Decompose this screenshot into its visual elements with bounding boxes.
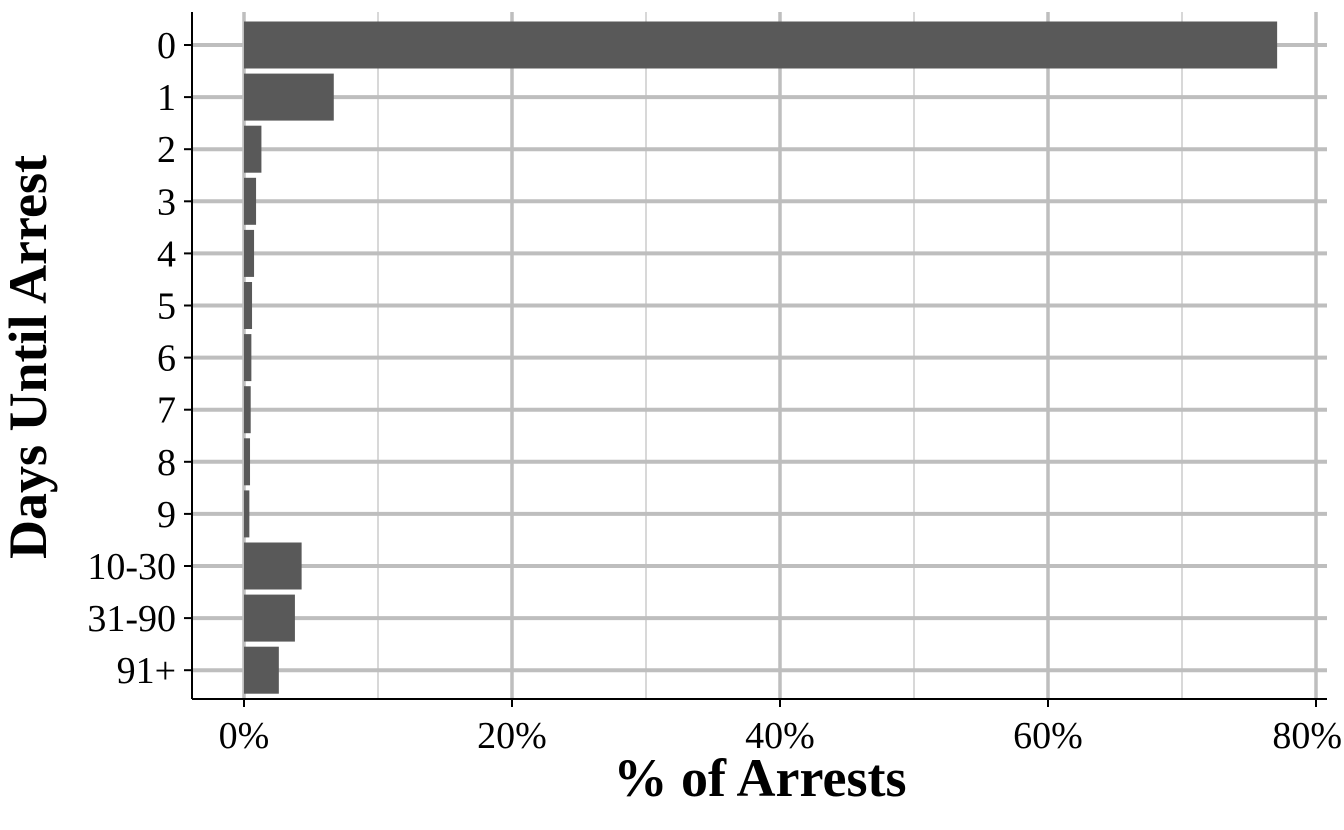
- bars: [244, 21, 1278, 694]
- x-axis-title: % of Arrests: [614, 748, 907, 808]
- x-tick-label: 40%: [745, 715, 815, 757]
- y-tick-labels: 0 1 2 3 4 5 6 7 8 9 10-30 31-90 91+: [87, 25, 176, 692]
- bar-1: [244, 73, 334, 121]
- bar-8: [244, 438, 251, 486]
- bar-4: [244, 229, 255, 277]
- bar-3: [244, 177, 257, 225]
- y-tick-label: 5: [157, 286, 176, 328]
- x-tick-labels: 0% 20% 40% 60% 80%: [219, 715, 1342, 757]
- y-tick-label: 3: [157, 181, 176, 223]
- y-tick-label: 9: [157, 494, 176, 536]
- y-tick-label: 10-30: [87, 546, 176, 588]
- x-tick-label: 80%: [1272, 715, 1342, 757]
- bar-0: [244, 21, 1278, 69]
- y-tick-label: 6: [157, 338, 176, 380]
- y-tick-label: 31-90: [87, 598, 176, 640]
- axes: [184, 12, 1327, 707]
- y-tick-label: 2: [157, 129, 176, 171]
- y-tick-label: 7: [157, 390, 176, 432]
- bar-6: [244, 334, 252, 382]
- x-tick-label: 60%: [1013, 715, 1083, 757]
- y-tick-label: 4: [157, 233, 176, 275]
- y-tick-label: 8: [157, 442, 176, 484]
- grid-lines: [192, 12, 1327, 699]
- bar-10-30: [244, 542, 302, 590]
- y-tick-label: 1: [157, 77, 176, 119]
- x-tick-label: 0%: [219, 715, 270, 757]
- bar-31-90: [244, 594, 295, 642]
- y-axis-title: Days Until Arrest: [0, 155, 58, 559]
- bar-7: [244, 386, 251, 434]
- bar-2: [244, 125, 262, 173]
- y-tick-label: 91+: [117, 650, 176, 692]
- bar-5: [244, 282, 253, 329]
- bar-9: [244, 490, 250, 538]
- bar-91+: [244, 646, 279, 694]
- y-tick-label: 0: [157, 25, 176, 67]
- x-tick-label: 20%: [477, 715, 547, 757]
